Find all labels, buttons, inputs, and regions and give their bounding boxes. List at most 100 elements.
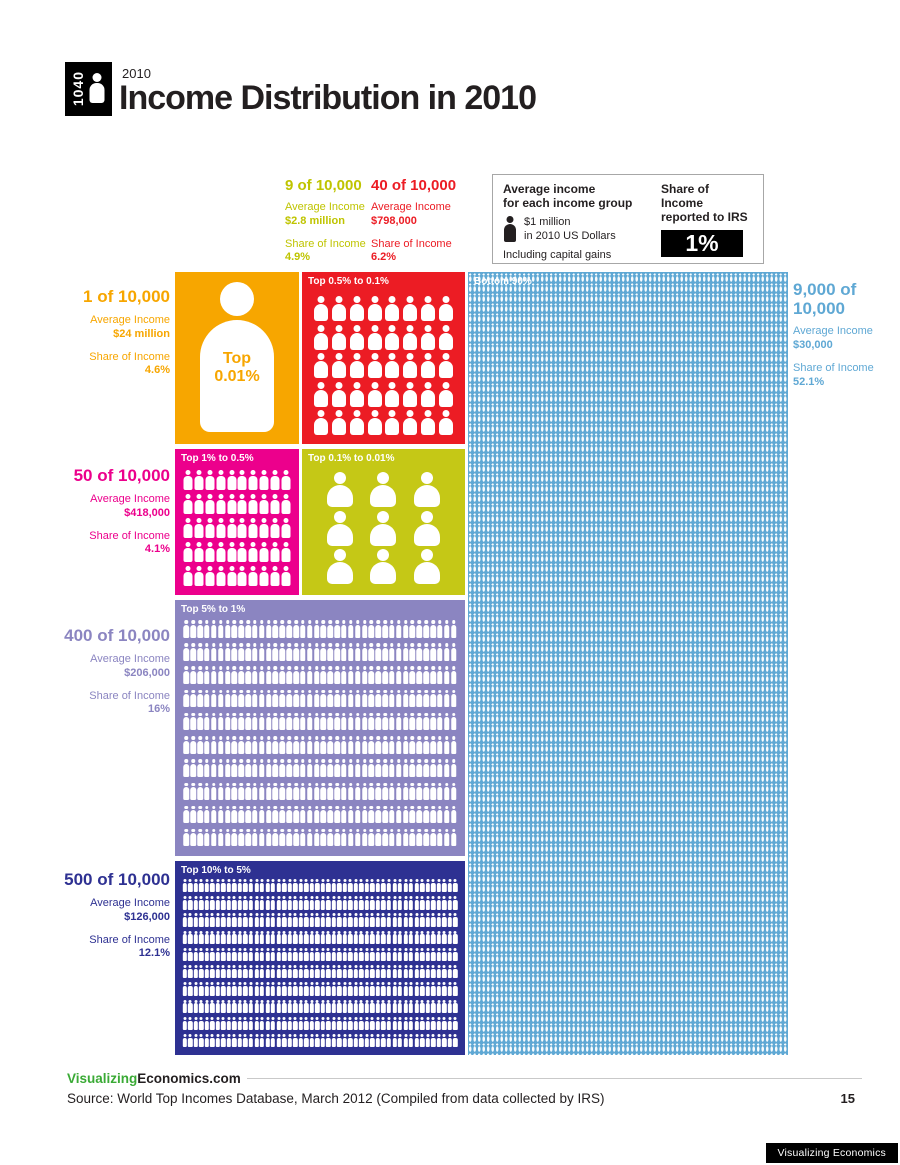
person-icon	[276, 982, 281, 996]
person-icon	[286, 783, 292, 802]
person-icon	[298, 1017, 303, 1031]
person-icon	[182, 879, 187, 893]
person-icon	[183, 783, 189, 802]
person-icon	[193, 913, 198, 927]
person-icon	[211, 620, 217, 639]
person-icon	[442, 1017, 447, 1031]
footer-divider	[246, 1078, 862, 1079]
person-icon	[204, 1034, 209, 1048]
person-icon	[243, 1034, 248, 1048]
person-icon	[210, 931, 215, 945]
person-icon	[331, 353, 347, 379]
person-icon	[414, 896, 419, 910]
person-icon	[309, 931, 314, 945]
block-top-0-01: Top 0.01%	[175, 272, 299, 444]
person-icon	[386, 896, 391, 910]
person-icon	[403, 982, 408, 996]
person-icon	[437, 643, 443, 662]
person-icon	[362, 643, 368, 662]
person-icon	[342, 982, 347, 996]
person-icon	[444, 829, 450, 848]
person-icon	[364, 1017, 369, 1031]
person-icon	[355, 806, 361, 825]
person-icon	[183, 713, 189, 732]
person-icon	[276, 1017, 281, 1031]
person-icon	[193, 982, 198, 996]
person-icon	[304, 879, 309, 893]
person-icon	[298, 896, 303, 910]
person-icon-large	[220, 282, 254, 316]
person-icon	[389, 783, 395, 802]
avg-income-value: $418,000	[124, 506, 170, 519]
person-icon	[260, 982, 265, 996]
person-icon	[293, 965, 298, 979]
person-icon	[182, 931, 187, 945]
person-icon	[326, 965, 331, 979]
person-icon	[205, 566, 215, 587]
person-icon	[314, 643, 320, 662]
person-icon	[409, 666, 415, 685]
share-income-label: Share of Income	[89, 933, 170, 946]
person-icon	[254, 1000, 259, 1014]
person-icon	[298, 982, 303, 996]
person-icon	[403, 965, 408, 979]
person-icon	[226, 965, 231, 979]
person-icon	[232, 1034, 237, 1048]
person-icon	[341, 806, 347, 825]
person-icon	[315, 1017, 320, 1031]
person-icon	[420, 913, 425, 927]
person-icon	[327, 643, 333, 662]
person-icon	[293, 879, 298, 893]
person-icon	[276, 931, 281, 945]
person-icon	[334, 690, 340, 709]
person-icon	[403, 666, 409, 685]
person-icon	[420, 410, 436, 436]
person-icon	[414, 982, 419, 996]
person-icon	[190, 736, 196, 755]
person-icon	[362, 736, 368, 755]
person-icon	[438, 296, 454, 322]
person-icon	[331, 896, 336, 910]
person-icon	[402, 382, 418, 408]
person-icon	[197, 736, 203, 755]
person-icon	[183, 759, 189, 778]
person-icon	[307, 713, 313, 732]
brand-visualizing[interactable]: Visualizing	[67, 1071, 138, 1086]
person-icon	[238, 829, 244, 848]
person-icon	[314, 783, 320, 802]
person-icon	[409, 879, 414, 893]
person-icon	[327, 783, 333, 802]
person-icon	[231, 759, 237, 778]
person-icon	[211, 829, 217, 848]
person-icon	[375, 879, 380, 893]
person-icon	[403, 1034, 408, 1048]
brand-link[interactable]: Visualizing Economics.com	[67, 1071, 862, 1086]
person-icon	[182, 896, 187, 910]
person-icon	[259, 470, 269, 491]
person-icon	[248, 931, 253, 945]
person-icon	[307, 643, 313, 662]
person-icon	[211, 736, 217, 755]
person-icon	[423, 713, 429, 732]
person-icon	[370, 948, 375, 962]
person-icon	[193, 1017, 198, 1031]
person-icon	[355, 620, 361, 639]
brand-economics[interactable]: Economics.com	[137, 1071, 241, 1086]
person-icon	[348, 982, 353, 996]
person-icon	[204, 931, 209, 945]
person-icon	[370, 879, 375, 893]
person-icon	[197, 620, 203, 639]
legend-share-example-badge: 1%	[661, 230, 743, 258]
person-icon	[348, 1000, 353, 1014]
person-icon	[286, 806, 292, 825]
person-icon	[414, 1017, 419, 1031]
person-icon	[266, 713, 272, 732]
person-icon	[300, 829, 306, 848]
person-icon	[386, 1000, 391, 1014]
person-icon	[266, 783, 272, 802]
person-icon	[412, 549, 442, 585]
person-icon	[375, 643, 381, 662]
person-icon	[304, 965, 309, 979]
person-icon	[190, 806, 196, 825]
person-icon	[226, 913, 231, 927]
